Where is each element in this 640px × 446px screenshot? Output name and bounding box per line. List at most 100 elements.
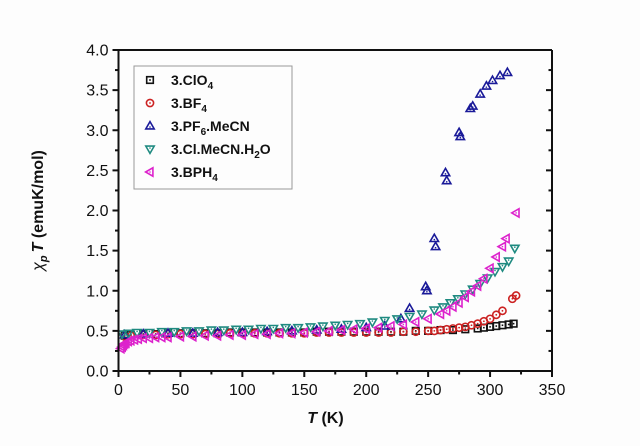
data-point	[480, 80, 492, 90]
data-point	[429, 326, 439, 336]
data-point	[242, 325, 255, 336]
y-axis-title-var: T	[30, 241, 47, 252]
data-point	[298, 326, 309, 339]
data-point	[454, 130, 466, 141]
legend-marker-circle-icon	[145, 98, 155, 108]
data-point	[416, 310, 428, 321]
data-point	[199, 330, 209, 342]
data-point	[423, 326, 433, 336]
data-point	[168, 327, 180, 338]
y-tick-label: 1.5	[86, 243, 108, 260]
data-point	[267, 324, 279, 335]
data-point	[360, 322, 371, 335]
data-point	[143, 328, 156, 339]
x-tick-label: 250	[415, 382, 442, 399]
data-point	[273, 327, 284, 339]
data-point	[186, 330, 197, 343]
data-point	[477, 273, 488, 285]
data-point	[504, 320, 513, 329]
data-point	[354, 319, 366, 330]
legend-item: 3.Cl.MeCN.H2O	[144, 141, 271, 161]
data-point	[474, 88, 486, 98]
data-point	[454, 323, 464, 333]
data-point	[342, 320, 354, 331]
y-tick-label: 0.5	[86, 323, 108, 340]
y-axis-title-sub: p	[38, 255, 50, 263]
legend-item: 3.PF6.MeCN	[144, 118, 250, 138]
y-tick-label: 2.0	[86, 203, 108, 220]
data-point	[116, 330, 128, 341]
data-point	[411, 327, 421, 337]
data-point	[509, 244, 521, 255]
data-point	[280, 323, 292, 334]
y-tick-label: 3.0	[86, 123, 108, 140]
data-point	[372, 322, 383, 334]
x-axis-title-var: T	[307, 410, 318, 427]
data-point	[379, 316, 391, 327]
data-point	[486, 74, 499, 85]
data-point	[391, 315, 403, 325]
x-tick-label: 100	[229, 382, 256, 399]
data-point	[471, 280, 482, 292]
data-point	[430, 240, 442, 251]
data-point	[498, 306, 507, 316]
legend-marker-triangle-up-icon	[144, 119, 156, 130]
legend-item: 3.BF4	[145, 95, 207, 115]
axes: 0 50 100 150 200 250 300 350 0.0 0.5 1.0 1.5 2.0 2.5 3…	[86, 43, 565, 400]
data-point	[500, 233, 510, 245]
data-point	[317, 322, 329, 333]
y-tick-label: 3.5	[86, 83, 108, 100]
data-point	[335, 324, 346, 336]
data-point	[496, 241, 507, 253]
legend-marker-triangle-down-icon	[144, 145, 156, 156]
legend-marker-triangle-left-icon	[143, 166, 154, 178]
x-axis-title: T (K)	[307, 410, 343, 427]
x-axis-title-unit: (K)	[317, 410, 344, 427]
data-point	[436, 325, 445, 335]
data-point	[448, 324, 458, 333]
data-point	[459, 291, 470, 303]
data-point	[453, 297, 463, 309]
data-point	[404, 302, 416, 313]
x-tick-label: 150	[291, 382, 318, 399]
data-point	[437, 303, 449, 313]
data-point	[181, 327, 193, 337]
data-point	[444, 298, 456, 309]
data-point	[434, 308, 445, 320]
data-point	[485, 314, 495, 324]
data-point	[285, 327, 296, 339]
data-point	[236, 329, 247, 341]
data-point	[304, 323, 317, 333]
data-point	[501, 66, 513, 77]
data-point	[395, 312, 407, 323]
legend-label: 3.Cl.MeCN.H2O	[171, 141, 271, 161]
data-point	[384, 320, 395, 332]
data-point	[465, 286, 476, 298]
data-point	[205, 326, 217, 337]
legend-label: 3.BPH4	[171, 164, 218, 184]
y-axis-title: χpT (emuK/mol)	[30, 150, 50, 273]
series-3-bph4	[114, 207, 520, 355]
data-point	[421, 284, 433, 295]
data-point	[131, 328, 143, 339]
x-tick-label: 300	[477, 382, 504, 399]
plot-marks	[114, 66, 521, 355]
data-point	[440, 305, 451, 317]
data-point	[223, 329, 234, 341]
data-point	[446, 301, 457, 313]
data-point	[459, 290, 471, 301]
data-point	[428, 306, 440, 317]
y-axis-title-unit: (emuK/mol)	[30, 150, 47, 242]
data-point	[174, 330, 185, 343]
data-point	[193, 327, 205, 337]
legend-label: 3.BF4	[171, 95, 207, 115]
data-point	[490, 251, 501, 263]
data-point	[292, 323, 304, 334]
y-tick-label: 4.0	[86, 43, 108, 60]
legend-label: 3.ClO4	[171, 72, 214, 92]
data-point	[329, 321, 341, 332]
data-point	[428, 232, 440, 243]
data-point	[511, 291, 521, 300]
data-point	[441, 174, 453, 185]
